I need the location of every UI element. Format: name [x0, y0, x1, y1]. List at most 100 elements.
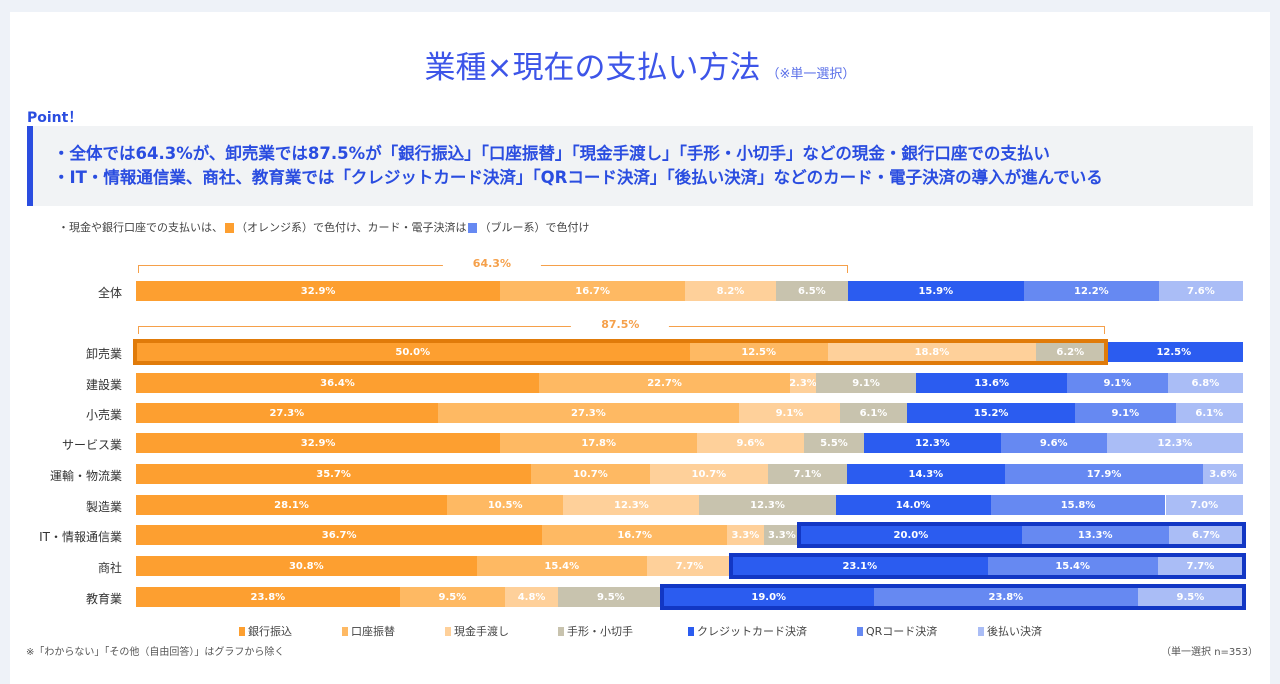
bar-segment: 32.9% [136, 433, 501, 453]
legend-swatch [558, 626, 564, 636]
bar-segment: 17.9% [1004, 464, 1204, 484]
color-note-text: ・現金や銀行口座での支払いは、 [58, 221, 223, 234]
bar-segment: 6.2% [1035, 342, 1105, 362]
bar-segment: 36.7% [136, 525, 543, 545]
bar-segment: 6.8% [1167, 373, 1243, 393]
legend-item: 手形・小切手 [556, 623, 633, 639]
category-label: 建設業 [85, 378, 122, 392]
bar-segment: 12.5% [1104, 342, 1243, 362]
annotation-label: 87.5% [571, 318, 670, 331]
footnote-left: ※「わからない」「その他（自由回答）」はグラフから除く [26, 647, 285, 658]
footnote-right: （単一選択 n=353） [1161, 647, 1258, 658]
bar-segment: 12.5% [689, 342, 828, 362]
bar-segment: 3.6% [1203, 464, 1243, 484]
bar-segment: 3.3% [727, 525, 764, 545]
highlight-box [797, 522, 1246, 548]
category-label: サービス業 [61, 438, 122, 452]
bar-segment: 5.5% [803, 433, 865, 453]
bar-segment: 14.0% [835, 495, 991, 515]
bar-segment: 9.6% [697, 433, 804, 453]
legend-item: 後払い決済 [976, 623, 1042, 639]
legend-label: 現金手渡し [454, 625, 509, 638]
bar-segment: 6.5% [775, 281, 848, 301]
legend-label: QRコード決済 [866, 625, 938, 638]
bar-segment: 7.7% [646, 556, 733, 576]
color-note: ・現金や銀行口座での支払いは、 （オレンジ系）で色付け、カード・電子決済は （ブルー… [58, 219, 589, 235]
bar-segment: 18.8% [827, 342, 1036, 362]
bar-segment: 14.3% [846, 464, 1005, 484]
legend-item: QRコード決済 [855, 623, 937, 639]
bar-segment: 15.9% [847, 281, 1024, 301]
color-note-text: （オレンジ系）で色付け、カード・電子決済は [236, 221, 467, 234]
legend-swatch [978, 626, 984, 636]
bar-segment: 6.7% [1168, 525, 1243, 545]
bar-segment: 30.8% [136, 556, 477, 576]
bar-segment: 36.4% [136, 373, 539, 393]
bar-segment: 9.6% [1000, 433, 1107, 453]
bar-segment: 16.7% [500, 281, 686, 301]
bar-segment: 16.7% [542, 525, 728, 545]
legend-item: 銀行振込 [237, 623, 292, 639]
orange-swatch [225, 223, 234, 233]
legend-swatch [688, 626, 694, 636]
category-label: 教育業 [85, 592, 122, 606]
bar-segment: 15.2% [907, 403, 1076, 423]
legend-label: 口座振替 [351, 625, 395, 638]
legend-swatch [239, 626, 245, 636]
bar-segment: 9.5% [1137, 587, 1243, 607]
color-note-text: （ブルー系）で色付け [479, 221, 590, 234]
bar-segment: 12.3% [864, 433, 1001, 453]
bar-segment: 8.2% [685, 281, 776, 301]
bar-segment: 28.1% [136, 495, 448, 515]
bar-segment: 35.7% [136, 464, 532, 484]
legend-label: 手形・小切手 [567, 625, 633, 638]
bar-segment: 15.8% [990, 495, 1166, 515]
bar-segment: 15.4% [987, 556, 1158, 576]
page-title: 業種×現在の支払い方法 （※単一選択） [0, 42, 1280, 87]
bar-segment: 4.8% [505, 587, 559, 607]
bar-segment: 9.1% [1066, 373, 1168, 393]
category-label: IT・情報通信業 [39, 530, 122, 544]
point-box: ・全体では64.3%が、卸売業では87.5%が「銀行振込」「口座振替」「現金手渡… [27, 126, 1253, 206]
category-label: 運輸・物流業 [49, 469, 122, 483]
annotation-label: 64.3% [442, 257, 541, 270]
category-label: 卸売業 [85, 347, 122, 361]
bar-segment: 12.3% [1106, 433, 1243, 453]
point-line: ・IT・情報通信業、商社、教育業では「クレジットカード決済」「QRコード決済」「… [53, 168, 1103, 187]
blue-swatch [468, 223, 478, 233]
bar-segment: 12.2% [1023, 281, 1159, 301]
legend-label: 後払い決済 [987, 625, 1042, 638]
category-label: 商社 [97, 561, 122, 575]
bar-segment: 9.5% [399, 587, 505, 607]
bar-segment: 10.5% [447, 495, 564, 515]
bar-segment: 7.0% [1165, 495, 1243, 515]
point-line: ・全体では64.3%が、卸売業では87.5%が「銀行振込」「口座振替」「現金手渡… [53, 144, 1050, 163]
bar-segment: 7.7% [1157, 556, 1243, 576]
bar-segment: 22.7% [538, 373, 791, 393]
bar-segment: 12.3% [563, 495, 700, 515]
bar-segment: 2.3% [790, 373, 816, 393]
title-text: 業種×現在の支払い方法 [424, 50, 761, 86]
bar-segment: 13.3% [1021, 525, 1169, 545]
bar-segment: 6.1% [839, 403, 908, 423]
bar-segment: 20.0% [800, 525, 1022, 545]
bar-segment: 9.1% [815, 373, 917, 393]
title-note: （※単一選択） [766, 67, 856, 82]
bar-segment: 19.0% [663, 587, 874, 607]
bar-segment: 32.9% [136, 281, 501, 301]
bar-segment: 7.1% [768, 464, 847, 484]
bar-segment: 27.3% [437, 403, 740, 423]
bar-segment: 9.1% [739, 403, 840, 423]
bar-segment: 17.8% [500, 433, 698, 453]
bar-segment: 23.8% [874, 587, 1138, 607]
category-label: 小売業 [85, 408, 122, 422]
bar-segment: 23.8% [136, 587, 400, 607]
highlight-box [660, 584, 1246, 610]
legend-label: クレジットカード決済 [697, 625, 807, 638]
legend-label: 銀行振込 [248, 625, 292, 638]
bar-segment: 27.3% [136, 403, 438, 423]
bar-segment: 7.6% [1158, 281, 1243, 301]
bar-segment: 50.0% [136, 342, 690, 362]
bar-segment: 9.1% [1075, 403, 1176, 423]
bar-segment: 13.6% [916, 373, 1067, 393]
